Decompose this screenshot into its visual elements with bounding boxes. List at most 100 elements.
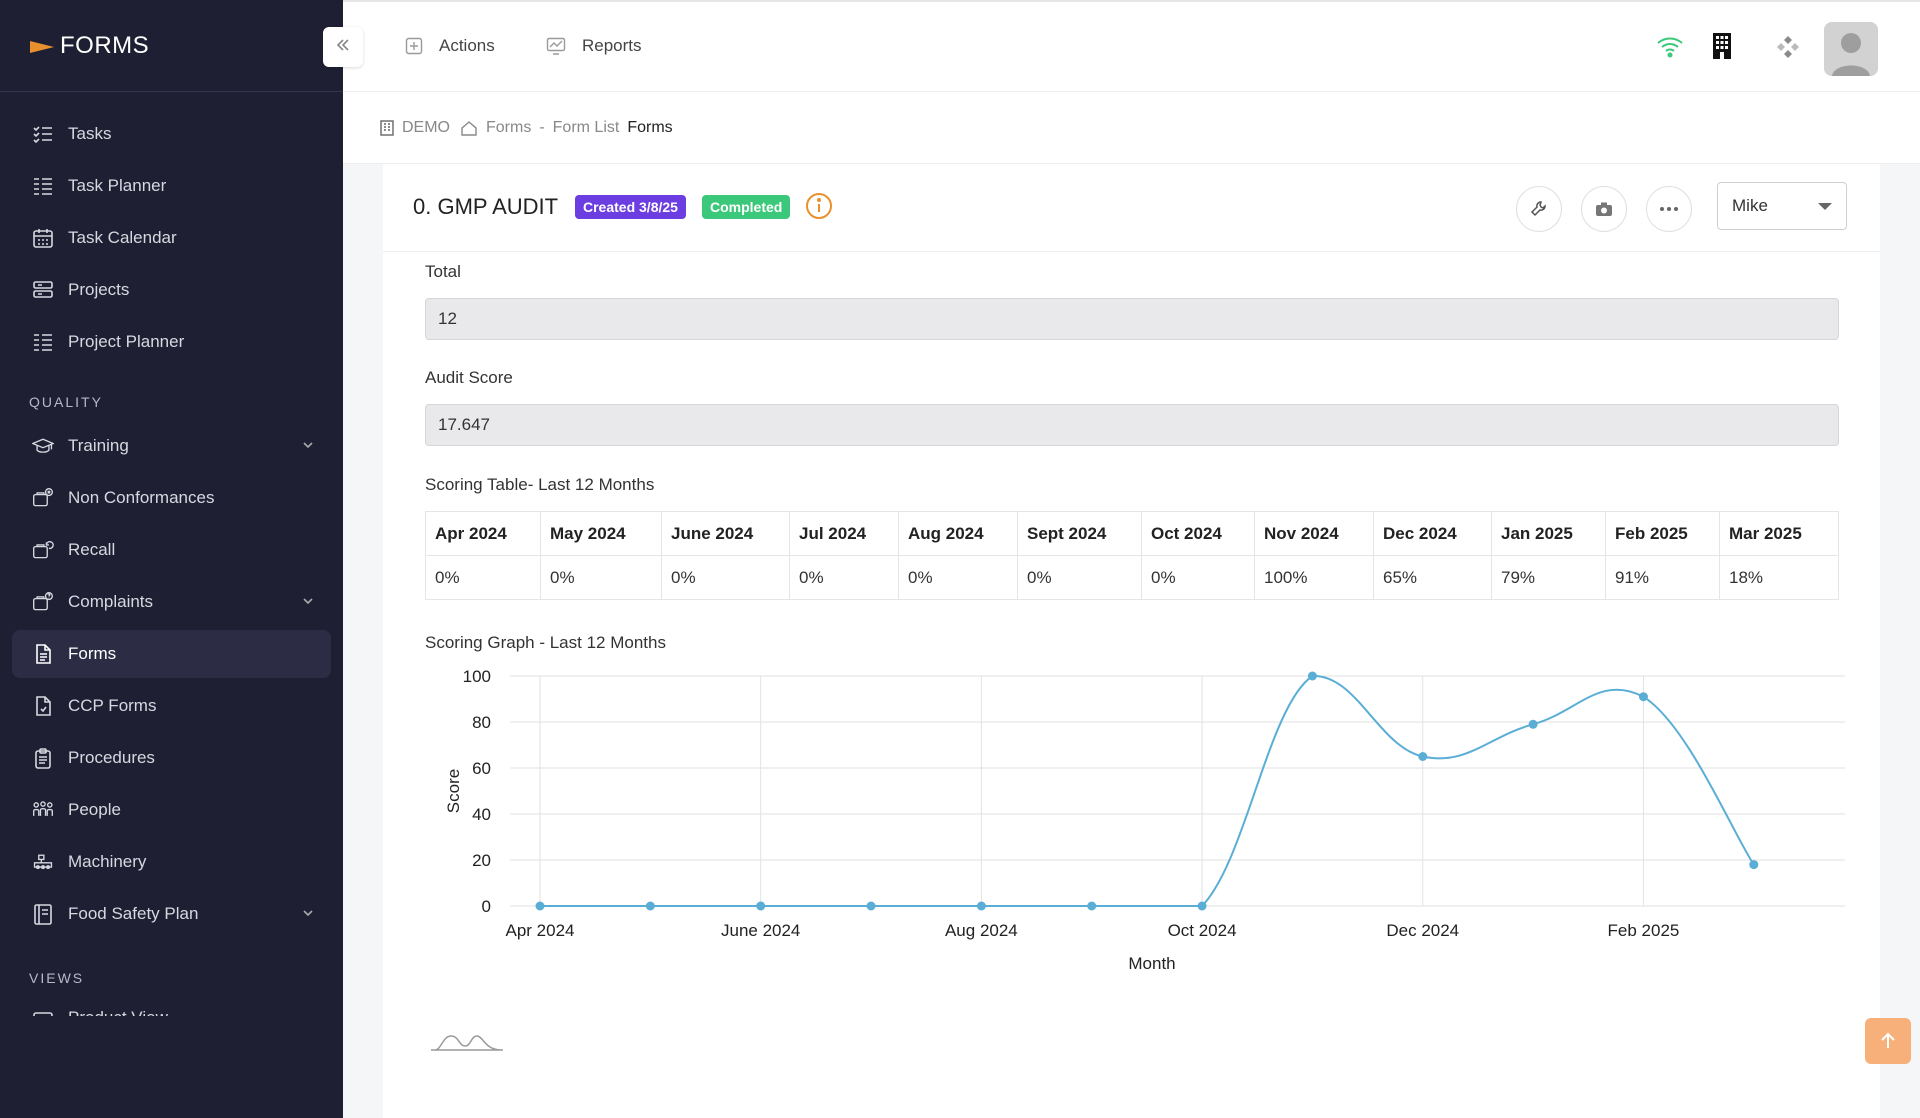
data-point[interactable]: [645, 901, 655, 911]
data-point[interactable]: [756, 901, 766, 911]
sidebar-item-task-calendar[interactable]: Task Calendar: [12, 214, 331, 262]
sidebar-item-ccp-forms[interactable]: CCP Forms: [12, 682, 331, 730]
breadcrumb-forms[interactable]: Forms: [486, 118, 532, 136]
breadcrumb-separator: -: [539, 118, 545, 136]
sidebar-item-training[interactable]: Training: [12, 422, 331, 470]
breadcrumb-form-list[interactable]: Form List: [552, 118, 620, 136]
sidebar-item-product-view[interactable]: Product View: [12, 998, 331, 1016]
sidebar-item-machinery[interactable]: Machinery: [12, 838, 331, 886]
data-point[interactable]: [1197, 901, 1207, 911]
data-point[interactable]: [1418, 752, 1428, 761]
sidebar-item-procedures[interactable]: Procedures: [12, 734, 331, 782]
y-tick-label: 80: [472, 713, 491, 732]
sidebar-item-label: Procedures: [68, 748, 155, 767]
audit-score-field[interactable]: 17.647: [425, 404, 1839, 446]
data-point[interactable]: [976, 901, 986, 911]
data-point[interactable]: [1307, 671, 1317, 681]
total-field[interactable]: 12: [425, 298, 1839, 340]
chart-navigator[interactable]: [431, 1030, 503, 1059]
sidebar-nav-top: Tasks Task Planner Task Calendar Project…: [0, 92, 343, 366]
camera-button[interactable]: [1581, 186, 1627, 232]
y-tick-label: 0: [482, 897, 491, 916]
y-tick-label: 100: [463, 667, 491, 686]
actions-icon: [405, 37, 423, 55]
building-icon[interactable]: [1711, 32, 1733, 65]
table-cell: 79%: [1491, 555, 1606, 600]
data-point[interactable]: [535, 901, 545, 911]
sidebar-item-complaints[interactable]: Complaints: [12, 578, 331, 626]
chevron-down-icon[interactable]: [301, 437, 315, 457]
x-tick-label: Dec 2024: [1386, 921, 1459, 940]
sidebar-nav-views: Product View: [0, 998, 343, 1016]
breadcrumb-org[interactable]: DEMO: [402, 118, 450, 136]
sidebar-item-food-safety-plan[interactable]: Food Safety Plan: [12, 890, 331, 938]
collapse-sidebar-button[interactable]: [323, 27, 363, 67]
sidebar-item-label: Complaints: [68, 592, 154, 611]
logo-mark-icon: [28, 37, 58, 55]
user-avatar[interactable]: [1824, 22, 1878, 76]
projects-icon: [32, 279, 54, 301]
table-header: May 2024: [540, 511, 662, 556]
sidebar-item-tasks[interactable]: Tasks: [12, 110, 331, 158]
data-point[interactable]: [1528, 719, 1538, 729]
sidebar-item-label: Tasks: [68, 124, 112, 143]
data-point[interactable]: [1087, 901, 1097, 911]
wrench-icon: [1530, 201, 1546, 217]
table-header: Apr 2024: [425, 511, 541, 556]
table-cell: 65%: [1373, 555, 1492, 600]
sidebar-item-label: Food Safety Plan: [68, 904, 199, 923]
breadcrumb-current: Forms: [627, 118, 673, 136]
user-select-value: Mike: [1732, 196, 1768, 215]
data-point[interactable]: [1749, 860, 1759, 870]
apps-diamond-icon[interactable]: [1776, 35, 1800, 64]
scroll-to-top-button[interactable]: [1865, 1018, 1911, 1064]
sidebar-item-people[interactable]: People: [12, 786, 331, 834]
x-tick-label: Apr 2024: [506, 921, 575, 940]
reports-menu[interactable]: Reports: [546, 36, 642, 56]
scoring-chart: 0 20 40 60 80 100 Apr 2024 June 2024 Aug 2024 Oct…: [425, 654, 1865, 1019]
conveyor-icon: [32, 851, 54, 873]
sidebar-item-label: Task Planner: [68, 176, 167, 195]
data-point[interactable]: [866, 901, 876, 911]
chevron-down-icon[interactable]: [301, 593, 315, 613]
form-header: 0. GMP AUDIT Created 3/8/25 Completed Mi…: [383, 164, 1880, 252]
sidebar-item-forms[interactable]: Forms: [12, 630, 331, 678]
actions-menu[interactable]: Actions: [405, 36, 495, 56]
table-cell: 91%: [1605, 555, 1720, 600]
settings-wrench-button[interactable]: [1516, 186, 1562, 232]
x-axis-label: Month: [1128, 954, 1175, 973]
sidebar-item-project-planner[interactable]: Project Planner: [12, 318, 331, 366]
chevron-down-icon[interactable]: [301, 905, 315, 925]
checklist-icon: [32, 123, 54, 145]
sparkline-icon: [431, 1035, 503, 1051]
sidebar-item-non-conformances[interactable]: Non Conformances: [12, 474, 331, 522]
more-options-button[interactable]: [1646, 186, 1692, 232]
table-cell: 0%: [898, 555, 1018, 600]
list-icon: [32, 331, 54, 353]
sidebar-item-label: CCP Forms: [68, 696, 157, 715]
table-header: Mar 2025: [1719, 511, 1839, 556]
data-point[interactable]: [1638, 692, 1648, 702]
document-icon: [32, 695, 54, 717]
document-icon: [32, 643, 54, 665]
table-cell: 0%: [1141, 555, 1255, 600]
people-icon: [32, 799, 54, 821]
home-icon[interactable]: [460, 120, 478, 136]
table-cell: 0%: [540, 555, 662, 600]
app-logo[interactable]: FORMS: [0, 0, 343, 92]
info-icon[interactable]: [805, 192, 833, 225]
logo-text: FORMS: [60, 31, 150, 59]
wifi-icon[interactable]: [1655, 34, 1685, 65]
table-cell: 100%: [1254, 555, 1374, 600]
recall-icon: [32, 539, 54, 561]
top-bar: Actions Reports: [343, 0, 1920, 92]
user-select[interactable]: Mike: [1717, 182, 1847, 230]
sidebar-item-recall[interactable]: Recall: [12, 526, 331, 574]
sidebar-item-label: Non Conformances: [68, 488, 215, 507]
sidebar-item-task-planner[interactable]: Task Planner: [12, 162, 331, 210]
sidebar-item-label: Task Calendar: [68, 228, 177, 247]
sidebar-item-projects[interactable]: Projects: [12, 266, 331, 314]
reports-label: Reports: [582, 36, 642, 55]
table-cell: 0%: [425, 555, 541, 600]
table-header: Feb 2025: [1605, 511, 1720, 556]
